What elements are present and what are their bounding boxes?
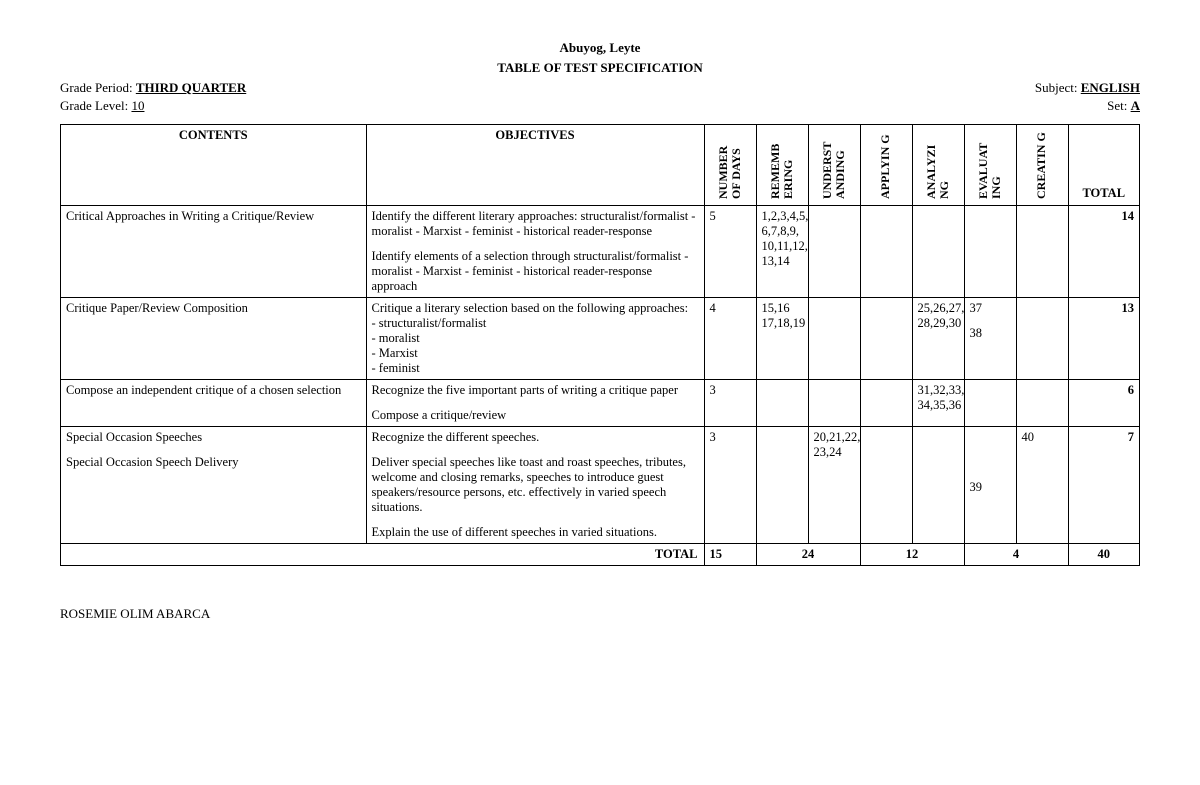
cell-understanding: 20,21,22, 23,24 [808, 427, 860, 544]
cell-days: 3 [704, 427, 756, 544]
cell-total: 14 [1068, 206, 1140, 298]
cell-understanding [808, 380, 860, 427]
cell-analyzing: 31,32,33, 34,35,36 [912, 380, 964, 427]
cell-remembering: 15,16 17,18,19 [756, 298, 808, 380]
cell-days: 3 [704, 380, 756, 427]
cell-total: 13 [1068, 298, 1140, 380]
cell-total: 6 [1068, 380, 1140, 427]
th-analyzing: ANALYZI NG [912, 125, 964, 206]
th-understanding: UNDERST ANDING [808, 125, 860, 206]
cell-contents: Critical Approaches in Writing a Critiqu… [61, 206, 367, 298]
prepared-by-block: ROSEMIE OLIM ABARCA [60, 606, 1140, 622]
total-app-ana: 12 [860, 544, 964, 566]
cell-contents: Special Occasion Speeches Special Occasi… [61, 427, 367, 544]
header-location: Abuyog, Leyte [60, 40, 1140, 56]
cell-applying [860, 427, 912, 544]
grade-level-value: 10 [131, 98, 144, 113]
cell-creating: 40 [1016, 427, 1068, 544]
cell-contents: Critique Paper/Review Composition [61, 298, 367, 380]
grade-period-label: Grade Period: [60, 80, 136, 95]
table-row: Compose an independent critique of a cho… [61, 380, 1140, 427]
th-total: TOTAL [1068, 125, 1140, 206]
cell-remembering [756, 427, 808, 544]
cell-contents: Compose an independent critique of a cho… [61, 380, 367, 427]
grade-level-label: Grade Level: [60, 98, 131, 113]
cell-analyzing [912, 427, 964, 544]
cell-evaluating [964, 206, 1016, 298]
cell-creating [1016, 298, 1068, 380]
cell-applying [860, 380, 912, 427]
subject-label: Subject: [1035, 80, 1081, 95]
meta-row-2: Grade Level: 10 Set: A [60, 98, 1140, 114]
cell-total: 7 [1068, 427, 1140, 544]
cell-remembering: 1,2,3,4,5, 6,7,8,9, 10,11,12, 13,14 [756, 206, 808, 298]
prepared-by-name: ROSEMIE OLIM ABARCA [60, 606, 1140, 622]
total-label: TOTAL [61, 544, 705, 566]
cell-understanding [808, 298, 860, 380]
cell-objectives: Critique a literary selection based on t… [366, 298, 704, 380]
cell-creating [1016, 380, 1068, 427]
grade-period-value: THIRD QUARTER [136, 80, 246, 95]
table-row: Special Occasion Speeches Special Occasi… [61, 427, 1140, 544]
table-header-row: CONTENTS OBJECTIVES NUMBER OF DAYS REMEM… [61, 125, 1140, 206]
total-eval-create: 4 [964, 544, 1068, 566]
table-total-row: TOTAL 15 24 12 4 40 [61, 544, 1140, 566]
th-applying: APPLYIN G [860, 125, 912, 206]
set-value: A [1131, 98, 1140, 113]
th-evaluating: EVALUAT ING [964, 125, 1016, 206]
total-days: 15 [704, 544, 756, 566]
cell-evaluating [964, 380, 1016, 427]
cell-analyzing: 25,26,27, 28,29,30 [912, 298, 964, 380]
table-row: Critique Paper/Review Composition Critiq… [61, 298, 1140, 380]
set-label: Set: [1107, 98, 1130, 113]
cell-objectives: Recognize the different speeches. Delive… [366, 427, 704, 544]
th-remembering: REMEMB ERING [756, 125, 808, 206]
cell-creating [1016, 206, 1068, 298]
cell-objectives: Identify the different literary approach… [366, 206, 704, 298]
total-rem-und: 24 [756, 544, 860, 566]
total-grand: 40 [1068, 544, 1140, 566]
subject-value: ENGLISH [1081, 80, 1140, 95]
th-objectives: OBJECTIVES [366, 125, 704, 206]
cell-applying [860, 298, 912, 380]
cell-remembering [756, 380, 808, 427]
cell-days: 4 [704, 298, 756, 380]
cell-objectives: Recognize the five important parts of wr… [366, 380, 704, 427]
meta-row-1: Grade Period: THIRD QUARTER Subject: ENG… [60, 80, 1140, 96]
cell-applying [860, 206, 912, 298]
header-title: TABLE OF TEST SPECIFICATION [60, 60, 1140, 76]
th-creating: CREATIN G [1016, 125, 1068, 206]
th-days: NUMBER OF DAYS [704, 125, 756, 206]
cell-evaluating: 37 38 [964, 298, 1016, 380]
cell-evaluating: 39 [964, 427, 1016, 544]
th-contents: CONTENTS [61, 125, 367, 206]
cell-understanding [808, 206, 860, 298]
table-row: Critical Approaches in Writing a Critiqu… [61, 206, 1140, 298]
cell-analyzing [912, 206, 964, 298]
cell-days: 5 [704, 206, 756, 298]
specification-table: CONTENTS OBJECTIVES NUMBER OF DAYS REMEM… [60, 124, 1140, 566]
